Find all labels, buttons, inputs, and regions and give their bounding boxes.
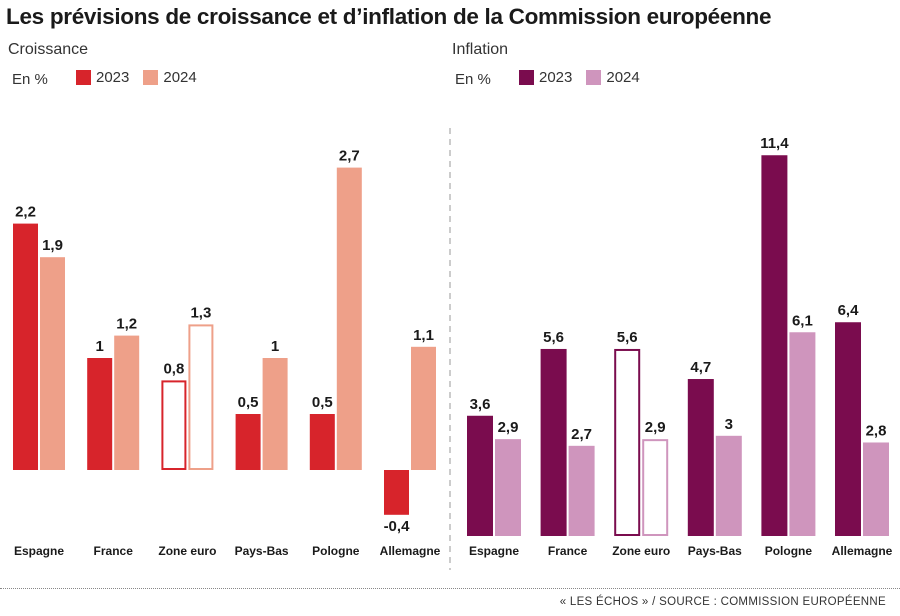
inflation-legend-2023-swatch — [519, 70, 534, 85]
inflation-legend-2024-swatch — [586, 70, 602, 85]
growth-legend: 2023 2024 — [76, 69, 211, 86]
inflation-bar-2023-pologne — [761, 155, 788, 537]
growth-bar-2023-espagne — [13, 223, 38, 470]
growth-category-label-pologne: Pologne — [312, 544, 360, 558]
inflation-legend-2023: 2023 — [519, 69, 572, 86]
inflation-bar-2024-zone-euro — [642, 439, 669, 537]
inflation-bar-2023-pays-bas — [687, 379, 714, 536]
growth-value-label-2024-france: 1,2 — [116, 316, 137, 333]
inflation-category-label-zone-euro: Zone euro — [612, 544, 670, 558]
growth-unit-label: En % — [12, 71, 48, 88]
inflation-value-label-2023-pologne: 11,4 — [760, 135, 789, 152]
growth-bar-2024-pays-bas — [262, 358, 288, 470]
growth-value-label-2023-pays-bas: 0,5 — [238, 394, 259, 411]
growth-bar-2024-pologne — [336, 167, 362, 470]
growth-bar-2023-pologne — [309, 414, 335, 470]
growth-category-label-zone-euro: Zone euro — [158, 544, 216, 558]
growth-legend-2023-label: 2023 — [96, 69, 130, 86]
inflation-value-label-2023-france: 5,6 — [543, 329, 564, 346]
growth-bar-2024-espagne — [40, 257, 65, 470]
growth-legend-2024-label: 2024 — [163, 69, 197, 86]
inflation-value-label-2024-zone-euro: 2,9 — [645, 419, 666, 436]
inflation-bar-2023-espagne — [467, 415, 493, 536]
growth-panel-title: Croissance — [8, 41, 89, 58]
inflation-bar-2024-pologne — [789, 332, 816, 536]
inflation-category-label-allemagne: Allemagne — [832, 544, 893, 558]
inflation-bar-2023-france — [540, 348, 567, 536]
growth-bar-2023-zone-euro — [161, 380, 187, 470]
inflation-category-label-espagne: Espagne — [469, 544, 519, 558]
growth-bar-2023-pays-bas — [235, 414, 261, 470]
inflation-category-label-pays-bas: Pays-Bas — [688, 544, 742, 558]
inflation-value-label-2024-pologne: 6,1 — [792, 312, 813, 329]
growth-bar-2024-allemagne — [411, 346, 436, 470]
growth-bar-2024-zone-euro — [188, 324, 214, 470]
growth-value-label-2024-allemagne: 1,1 — [413, 327, 434, 344]
inflation-value-label-2024-allemagne: 2,8 — [866, 422, 887, 439]
growth-category-label-pays-bas: Pays-Bas — [235, 544, 289, 558]
inflation-bar-2024-espagne — [495, 439, 521, 536]
inflation-category-label-pologne: Pologne — [765, 544, 813, 558]
inflation-legend: 2023 2024 — [519, 69, 654, 86]
growth-value-label-2023-france: 1 — [96, 338, 104, 355]
growth-value-label-2024-pologne: 2,7 — [339, 148, 360, 165]
inflation-legend-2024-label: 2024 — [606, 69, 640, 86]
inflation-value-label-2023-zone-euro: 5,6 — [617, 329, 638, 346]
growth-bar-2023-france — [87, 358, 113, 470]
inflation-bar-2023-zone-euro — [614, 348, 641, 536]
growth-value-label-2023-pologne: 0,5 — [312, 394, 333, 411]
growth-bar-2023-allemagne — [384, 470, 409, 515]
inflation-bar-2023-allemagne — [835, 322, 861, 536]
inflation-value-label-2023-espagne: 3,6 — [470, 396, 491, 413]
inflation-bar-2024-pays-bas — [715, 435, 742, 536]
inflation-legend-2024: 2024 — [586, 69, 640, 86]
growth-category-label-france: France — [94, 544, 134, 558]
inflation-legend-2023-label: 2023 — [539, 69, 573, 86]
footer-separator — [0, 588, 900, 589]
inflation-unit-label: En % — [455, 71, 491, 88]
inflation-value-label-2023-allemagne: 6,4 — [838, 302, 860, 319]
growth-value-label-2023-zone-euro: 0,8 — [163, 360, 184, 377]
growth-value-label-2023-espagne: 2,2 — [15, 204, 36, 221]
inflation-value-label-2023-pays-bas: 4,7 — [690, 359, 711, 376]
growth-legend-2024: 2024 — [143, 69, 197, 86]
growth-category-label-espagne: Espagne — [14, 544, 64, 558]
growth-value-label-2023-allemagne: -0,4 — [384, 518, 411, 535]
growth-value-label-2024-pays-bas: 1 — [271, 338, 279, 355]
inflation-bar-2024-france — [568, 445, 595, 536]
inflation-value-label-2024-pays-bas: 3 — [725, 416, 733, 433]
growth-value-label-2024-zone-euro: 1,3 — [190, 304, 211, 321]
inflation-panel-title: Inflation — [452, 41, 509, 58]
growth-legend-2023-swatch — [76, 70, 91, 85]
growth-legend-2024-swatch — [143, 70, 159, 85]
source-credit: « LES ÉCHOS » / SOURCE : COMMISSION EURO… — [559, 596, 886, 608]
growth-legend-2023: 2023 — [76, 69, 129, 86]
growth-category-label-allemagne: Allemagne — [380, 544, 441, 558]
chart-title: Les prévisions de croissance et d’inflat… — [6, 4, 772, 29]
inflation-value-label-2024-espagne: 2,9 — [498, 419, 519, 436]
growth-bar-2024-france — [114, 335, 140, 470]
inflation-category-label-france: France — [548, 544, 588, 558]
inflation-value-label-2024-france: 2,7 — [571, 426, 592, 443]
growth-value-label-2024-espagne: 1,9 — [42, 237, 63, 254]
inflation-bar-2024-allemagne — [863, 442, 889, 536]
